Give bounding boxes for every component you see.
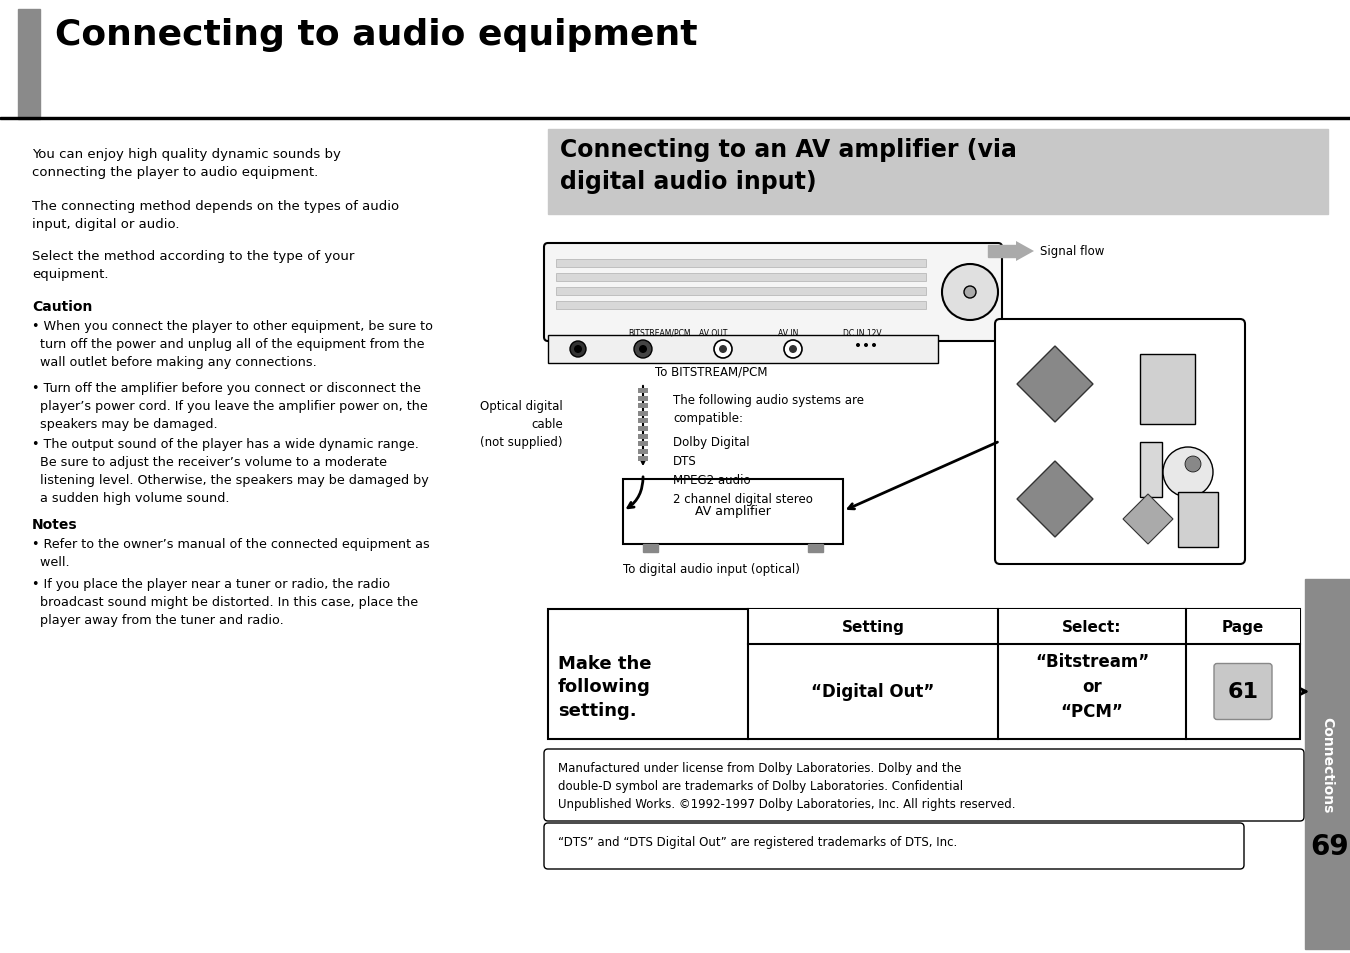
Bar — [639, 456, 648, 462]
Text: AV OUT: AV OUT — [699, 329, 728, 337]
Text: To BITSTREAM/PCM: To BITSTREAM/PCM — [655, 366, 768, 378]
FancyBboxPatch shape — [1214, 664, 1272, 720]
Bar — [1179, 493, 1218, 547]
Text: Optical digital
cable
(not supplied): Optical digital cable (not supplied) — [481, 399, 563, 449]
Bar — [639, 427, 648, 432]
Text: The connecting method depends on the types of audio
input, digital or audio.: The connecting method depends on the typ… — [32, 200, 400, 231]
Circle shape — [1185, 456, 1202, 473]
Bar — [988, 246, 1017, 257]
Bar — [639, 389, 648, 394]
Text: AV amplifier: AV amplifier — [695, 505, 771, 518]
Text: • The output sound of the player has a wide dynamic range.
  Be sure to adjust t: • The output sound of the player has a w… — [32, 437, 429, 504]
Text: The following audio systems are
compatible:: The following audio systems are compatib… — [674, 394, 864, 424]
Text: • When you connect the player to other equipment, be sure to
  turn off the powe: • When you connect the player to other e… — [32, 319, 433, 369]
Text: Select the method according to the type of your
equipment.: Select the method according to the type … — [32, 250, 354, 281]
Bar — [1139, 442, 1162, 497]
FancyBboxPatch shape — [544, 823, 1243, 869]
Bar — [1139, 355, 1195, 424]
Text: Notes: Notes — [32, 517, 77, 532]
Text: Make the
following
setting.: Make the following setting. — [558, 654, 652, 720]
Text: Connecting to an AV amplifier (via
digital audio input): Connecting to an AV amplifier (via digit… — [560, 138, 1017, 193]
FancyBboxPatch shape — [544, 749, 1304, 821]
Text: BITSTREAM/PCM: BITSTREAM/PCM — [628, 329, 690, 337]
FancyBboxPatch shape — [995, 319, 1245, 564]
Bar — [639, 396, 648, 401]
Text: “DTS” and “DTS Digital Out” are registered trademarks of DTS, Inc.: “DTS” and “DTS Digital Out” are register… — [558, 835, 957, 848]
Text: Page: Page — [1222, 619, 1264, 635]
Bar — [639, 412, 648, 416]
Text: Manufactured under license from Dolby Laboratories. Dolby and the
double-D symbo: Manufactured under license from Dolby La… — [558, 761, 1015, 810]
Circle shape — [634, 340, 652, 358]
Circle shape — [570, 341, 586, 357]
Circle shape — [1162, 448, 1214, 497]
Circle shape — [788, 346, 796, 354]
Text: Select:: Select: — [1062, 619, 1122, 635]
Circle shape — [872, 344, 876, 348]
Bar — [548, 335, 938, 364]
Bar — [639, 442, 648, 447]
Circle shape — [864, 344, 868, 348]
Bar — [1305, 579, 1350, 949]
Circle shape — [639, 346, 647, 354]
Text: To digital audio input (optical): To digital audio input (optical) — [622, 562, 799, 576]
Bar — [809, 544, 824, 553]
Bar — [548, 130, 1328, 214]
Circle shape — [574, 346, 582, 354]
Text: Connecting to audio equipment: Connecting to audio equipment — [55, 18, 698, 52]
Text: AV IN: AV IN — [778, 329, 798, 337]
Bar — [639, 449, 648, 455]
Bar — [556, 260, 926, 268]
Bar — [0, 118, 1350, 120]
Bar — [622, 479, 842, 544]
Text: • Turn off the amplifier before you connect or disconnect the
  player’s power c: • Turn off the amplifier before you conn… — [32, 381, 428, 431]
Bar — [639, 435, 648, 439]
Circle shape — [714, 340, 732, 358]
Text: “Bitstream”
or
“PCM”: “Bitstream” or “PCM” — [1035, 653, 1149, 720]
Text: You can enjoy high quality dynamic sounds by
connecting the player to audio equi: You can enjoy high quality dynamic sound… — [32, 148, 340, 179]
Circle shape — [964, 287, 976, 298]
Text: • If you place the player near a tuner or radio, the radio
  broadcast sound mig: • If you place the player near a tuner o… — [32, 578, 418, 626]
Text: 69: 69 — [1310, 832, 1349, 861]
Bar — [556, 274, 926, 282]
Text: DC IN 12V: DC IN 12V — [842, 329, 882, 337]
Polygon shape — [1017, 242, 1034, 262]
Text: Setting: Setting — [841, 619, 904, 635]
Circle shape — [942, 265, 998, 320]
Polygon shape — [1017, 461, 1094, 537]
Bar — [643, 544, 657, 553]
Text: Signal flow: Signal flow — [1040, 245, 1104, 258]
Circle shape — [720, 346, 728, 354]
Bar — [639, 419, 648, 424]
Text: Connections: Connections — [1320, 716, 1334, 812]
Circle shape — [856, 344, 860, 348]
Text: 61: 61 — [1227, 681, 1258, 701]
Bar — [18, 10, 40, 120]
Bar — [548, 609, 1300, 740]
Polygon shape — [1123, 495, 1173, 544]
Text: Caution: Caution — [32, 299, 92, 314]
Text: • Refer to the owner’s manual of the connected equipment as
  well.: • Refer to the owner’s manual of the con… — [32, 537, 429, 568]
Bar — [748, 609, 1300, 644]
Bar — [556, 288, 926, 295]
Polygon shape — [1017, 347, 1094, 422]
Bar — [639, 404, 648, 409]
Text: “Digital Out”: “Digital Out” — [811, 682, 934, 700]
Text: Dolby Digital
DTS
MPEG2 audio
2 channel digital stereo: Dolby Digital DTS MPEG2 audio 2 channel … — [674, 436, 813, 505]
Bar — [556, 302, 926, 310]
Circle shape — [784, 340, 802, 358]
FancyBboxPatch shape — [544, 244, 1002, 341]
